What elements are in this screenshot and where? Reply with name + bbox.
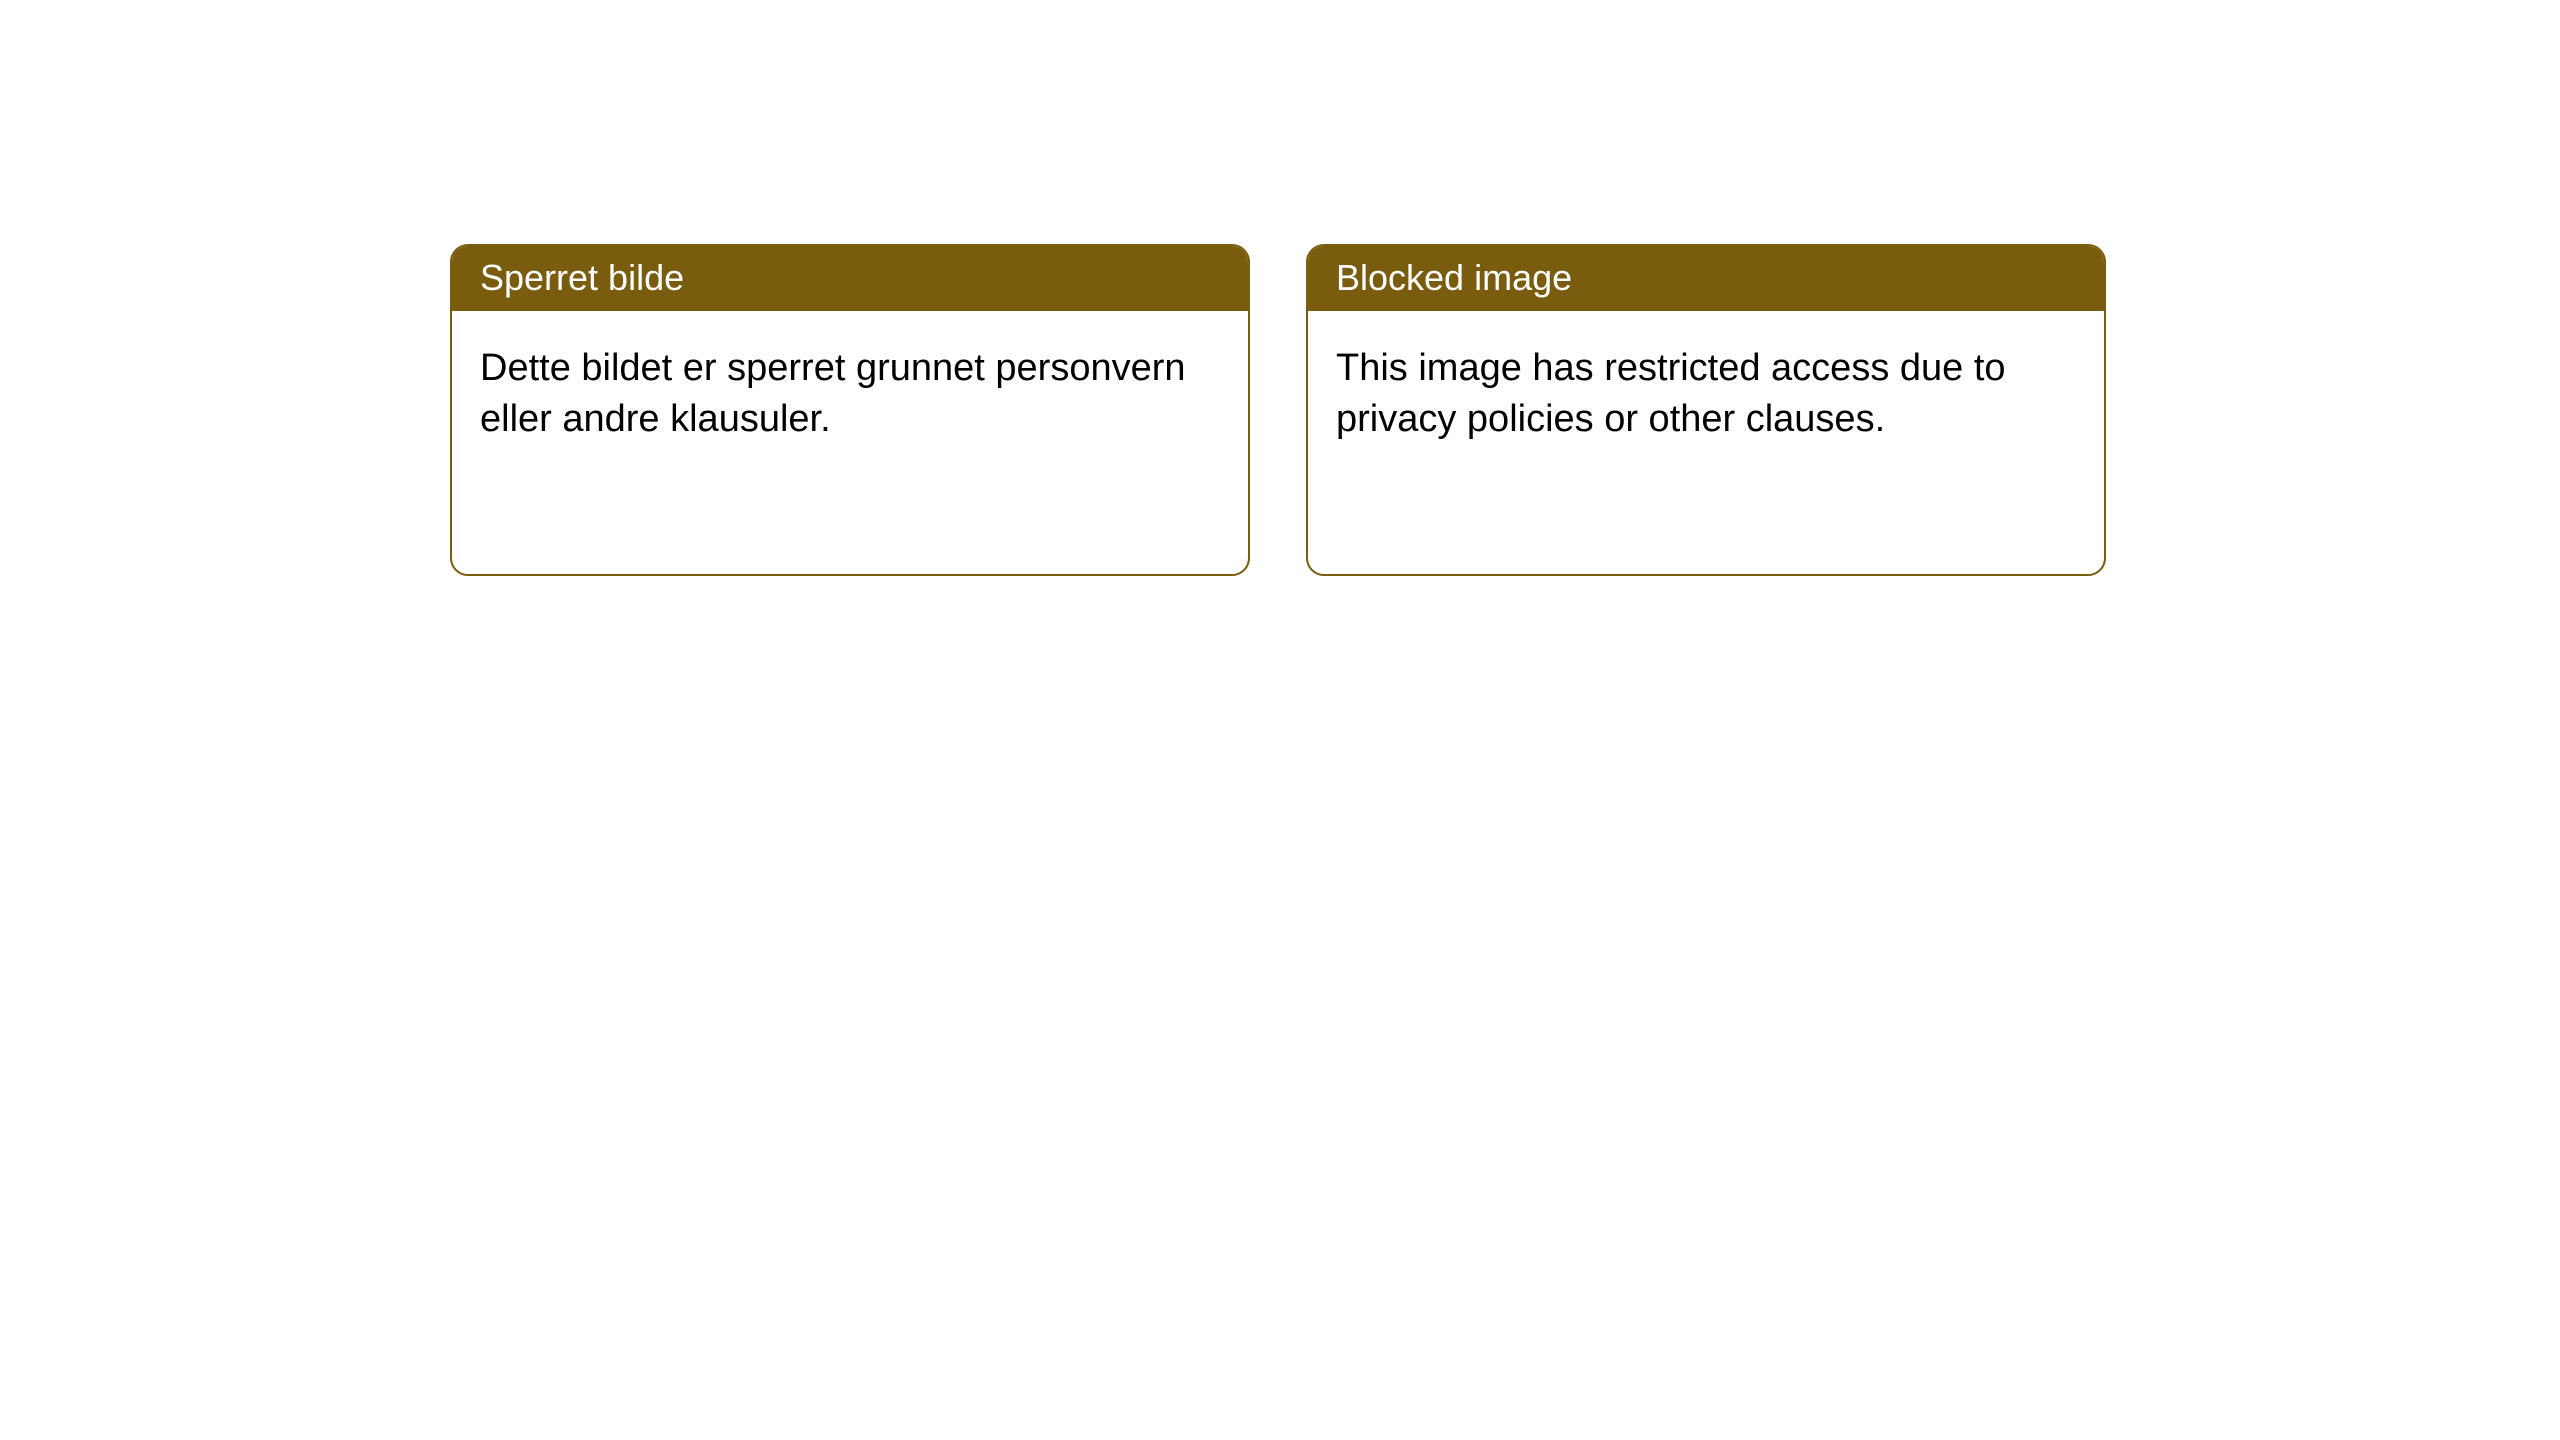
card-header: Blocked image [1308, 246, 2104, 311]
card-body: This image has restricted access due to … [1308, 311, 2104, 478]
card-body-text: This image has restricted access due to … [1336, 347, 2006, 440]
card-title: Blocked image [1336, 257, 1572, 298]
card-norwegian: Sperret bilde Dette bildet er sperret gr… [450, 244, 1250, 576]
card-body: Dette bildet er sperret grunnet personve… [452, 311, 1248, 478]
card-title: Sperret bilde [480, 257, 684, 298]
cards-container: Sperret bilde Dette bildet er sperret gr… [450, 244, 2106, 576]
card-header: Sperret bilde [452, 246, 1248, 311]
card-body-text: Dette bildet er sperret grunnet personve… [480, 347, 1186, 440]
card-english: Blocked image This image has restricted … [1306, 244, 2106, 576]
